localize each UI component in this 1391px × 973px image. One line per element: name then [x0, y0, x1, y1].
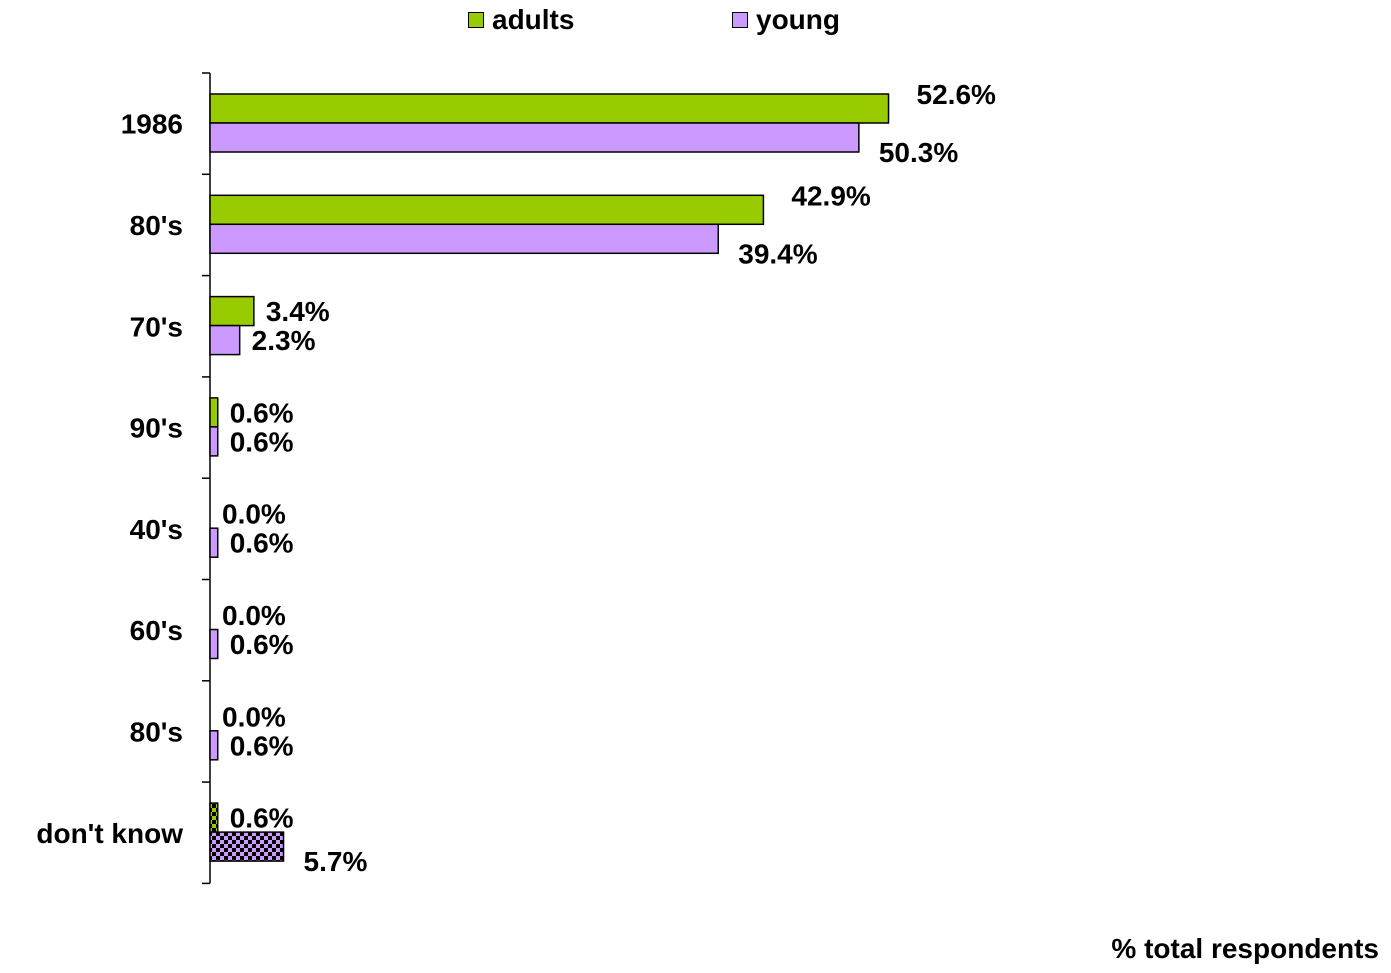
- category-label: 80's: [130, 716, 183, 747]
- category-label: 90's: [130, 413, 183, 444]
- category-label: 60's: [130, 615, 183, 646]
- data-label-adults: 0.0%: [222, 499, 286, 530]
- legend-swatch-adults: [468, 12, 484, 28]
- bar-adults: [209, 295, 255, 327]
- bar-young: [209, 527, 219, 558]
- bar-young: [209, 223, 720, 255]
- bar-young: [209, 122, 860, 153]
- data-label-adults: 52.6%: [917, 79, 996, 110]
- bar-young: [209, 426, 219, 457]
- bar-young: [209, 628, 219, 660]
- legend-swatch-young: [732, 12, 748, 28]
- data-label-adults: 0.0%: [222, 701, 286, 732]
- category-label: 80's: [130, 210, 183, 241]
- data-label-young: 5.7%: [304, 846, 368, 877]
- bar-young: [209, 730, 219, 761]
- category-label: 1986: [121, 109, 183, 140]
- category-label: don't know: [36, 818, 183, 849]
- data-label-young: 2.3%: [252, 325, 316, 356]
- data-label-young: 50.3%: [879, 137, 958, 168]
- data-label-young: 39.4%: [738, 238, 817, 269]
- data-label-adults: 0.0%: [222, 600, 286, 631]
- legend-label-adults: adults: [492, 4, 575, 35]
- category-label: 40's: [130, 514, 183, 545]
- bar-adults: [209, 802, 219, 833]
- bar-young: [209, 324, 241, 356]
- data-label-adults: 42.9%: [791, 180, 870, 211]
- bar-adults: [209, 93, 890, 124]
- legend-adults: adults: [468, 4, 574, 36]
- data-label-young: 0.6%: [230, 528, 294, 559]
- data-label-young: 0.6%: [230, 730, 294, 761]
- bar-young: [209, 831, 285, 862]
- data-label-adults: 3.4%: [266, 296, 330, 327]
- data-label-young: 0.6%: [230, 426, 294, 457]
- data-label-young: 0.6%: [230, 629, 294, 660]
- category-label: 70's: [130, 311, 183, 342]
- data-label-adults: 0.6%: [230, 397, 294, 428]
- bar-adults: [209, 397, 219, 428]
- legend-young: young: [732, 4, 840, 36]
- x-axis-title: % total respondents: [1111, 933, 1379, 964]
- legend-label-young: young: [756, 4, 840, 35]
- bar-adults: [209, 194, 765, 226]
- data-label-adults: 0.6%: [230, 803, 294, 834]
